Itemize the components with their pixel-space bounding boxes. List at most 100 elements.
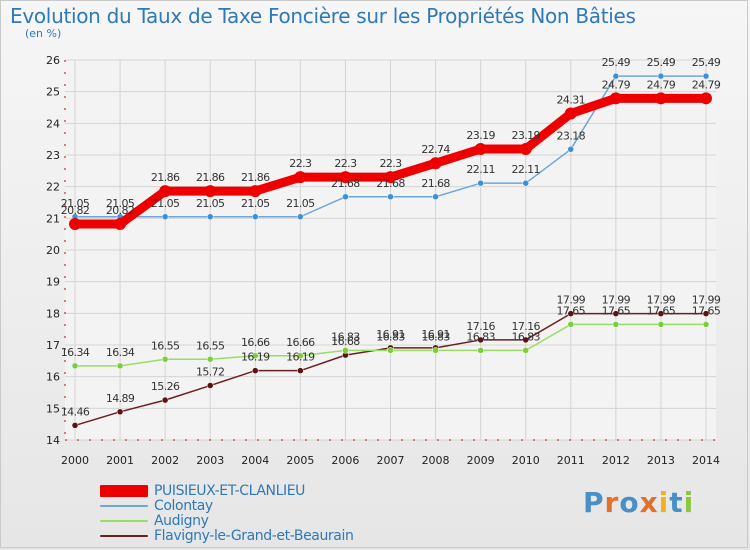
data-label: 23.19	[511, 129, 540, 142]
data-label: 25.49	[692, 56, 721, 69]
logo-letter: t	[669, 486, 684, 519]
data-point-3	[477, 336, 484, 344]
logo-letter: P	[583, 486, 605, 519]
data-point-2	[477, 347, 484, 354]
data-point-0	[429, 157, 442, 170]
data-point-3	[116, 408, 124, 416]
data-label: 17.65	[647, 304, 676, 317]
x-tick-label: 2001	[106, 454, 134, 467]
x-tick-label: 2000	[61, 454, 89, 467]
chart-legend: PUISIEUX-ET-CLANLIEU Colontay Audigny Fl…	[100, 483, 440, 544]
data-point-0	[700, 92, 712, 105]
data-point-2	[567, 321, 575, 328]
y-tick-label: 15	[46, 402, 60, 415]
data-point-0	[249, 185, 262, 198]
x-tick-label: 2012	[602, 454, 630, 467]
data-point-1	[252, 213, 259, 220]
y-tick-label: 23	[46, 149, 60, 162]
data-point-2	[116, 362, 124, 370]
x-tick-label: 2011	[557, 454, 585, 467]
data-label: 16.83	[511, 330, 540, 343]
legend-label: Audigny	[154, 513, 209, 529]
data-label: 17.99	[602, 294, 631, 307]
data-label: 15.26	[151, 380, 180, 393]
legend-swatch-series-2	[100, 520, 148, 522]
legend-swatch-series-3	[100, 535, 148, 537]
x-tick-label: 2005	[286, 454, 314, 467]
data-label: 16.19	[241, 351, 270, 364]
data-point-2	[297, 352, 304, 360]
data-point-1	[297, 213, 304, 220]
data-label: 23.18	[557, 129, 586, 142]
data-label: 17.16	[511, 320, 540, 333]
data-label: 21.68	[376, 177, 405, 190]
data-point-3	[297, 367, 304, 374]
data-label: 16.91	[376, 328, 405, 341]
data-label: 25.49	[647, 56, 676, 69]
data-label: 21.05	[61, 197, 90, 210]
data-point-0	[654, 92, 667, 105]
data-label: 16.66	[286, 336, 315, 349]
data-label: 24.79	[692, 78, 721, 91]
logo-letter: r	[604, 486, 620, 519]
data-label: 17.99	[692, 294, 721, 307]
y-tick-label: 14	[46, 434, 60, 447]
data-point-0	[474, 142, 487, 155]
data-label: 21.86	[196, 171, 225, 184]
data-point-0	[114, 218, 127, 231]
logo-letter: i	[683, 486, 695, 519]
data-point-3	[702, 310, 710, 317]
data-point-2	[161, 356, 169, 363]
data-point-0	[519, 142, 532, 155]
data-point-3	[657, 310, 665, 317]
data-label: 16.55	[196, 339, 225, 352]
data-label: 21.05	[151, 197, 180, 210]
x-tick-label: 2003	[196, 454, 224, 467]
data-label: 16.68	[331, 335, 360, 348]
data-point-2	[702, 321, 710, 328]
data-point-1	[567, 146, 575, 153]
data-label: 21.68	[331, 177, 360, 190]
data-label: 23.19	[466, 129, 495, 142]
data-label: 25.49	[602, 56, 631, 69]
data-label: 16.83	[331, 330, 360, 343]
data-point-0	[294, 171, 307, 184]
data-point-3	[522, 336, 529, 344]
x-tick-label: 2013	[647, 454, 675, 467]
data-label: 17.65	[692, 304, 721, 317]
data-label: 22.74	[421, 143, 450, 156]
data-label: 15.72	[196, 366, 225, 379]
data-label: 16.34	[106, 346, 135, 359]
data-point-0	[339, 171, 352, 184]
data-label: 21.68	[421, 177, 450, 190]
logo-letter: o	[619, 486, 640, 519]
legend-item: PUISIEUX-ET-CLANLIEU	[100, 483, 440, 499]
data-point-1	[612, 72, 620, 80]
data-label: 24.79	[602, 78, 631, 91]
data-label: 16.66	[241, 336, 270, 349]
data-point-0	[69, 218, 81, 231]
data-label: 22.3	[289, 157, 312, 170]
data-point-3	[206, 382, 214, 389]
data-label: 21.05	[286, 197, 315, 210]
data-label: 14.46	[61, 405, 90, 418]
x-tick-label: 2014	[692, 454, 720, 467]
data-point-3	[252, 367, 259, 374]
data-point-0	[159, 185, 172, 198]
data-label: 22.11	[466, 163, 495, 176]
legend-item: Colontay	[100, 498, 440, 514]
data-label: 17.65	[602, 304, 631, 317]
data-label: 14.89	[106, 392, 135, 405]
data-point-2	[522, 347, 529, 354]
data-point-1	[432, 193, 439, 201]
data-point-2	[612, 321, 620, 328]
data-label: 21.86	[151, 171, 180, 184]
legend-swatch-series-0	[100, 485, 148, 497]
data-label: 21.86	[241, 171, 270, 184]
x-tick-label: 2009	[467, 454, 495, 467]
data-point-2	[252, 352, 259, 360]
data-point-1	[161, 213, 169, 220]
data-label: 16.19	[286, 351, 315, 364]
data-point-2	[657, 321, 665, 328]
